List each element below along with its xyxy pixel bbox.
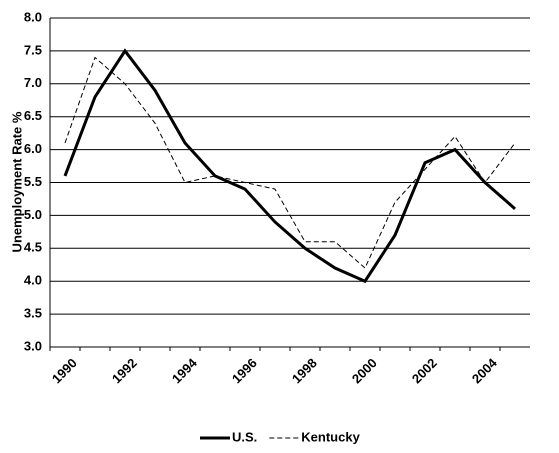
y-tick-label: 8.0 <box>24 9 42 24</box>
y-tick-label: 5.0 <box>24 207 42 222</box>
legend-label: U.S. <box>232 429 257 444</box>
y-tick-label: 4.5 <box>24 240 42 255</box>
y-axis-title: Unemployment Rate % <box>9 111 24 252</box>
y-tick-label: 7.0 <box>24 75 42 90</box>
x-tick-label: 1996 <box>229 355 260 386</box>
x-tick-label: 1998 <box>289 355 320 386</box>
x-tick-label: 2000 <box>349 355 380 386</box>
y-tick-label: 3.5 <box>24 306 42 321</box>
y-tick-label: 3.0 <box>24 338 42 353</box>
x-tick-label: 1992 <box>109 355 140 386</box>
y-tick-label: 6.0 <box>24 141 42 156</box>
y-tick-label: 7.5 <box>24 42 42 57</box>
x-tick-label: 2004 <box>469 355 501 387</box>
legend-label: Kentucky <box>301 429 360 444</box>
data-line <box>64 56 516 269</box>
x-tick-label: 1994 <box>169 355 201 387</box>
y-tick-label: 6.5 <box>24 108 42 123</box>
x-tick-label: 2002 <box>409 355 440 386</box>
x-tick-label: 1990 <box>49 355 80 386</box>
y-tick-label: 5.5 <box>24 174 42 189</box>
y-tick-label: 4.0 <box>24 273 42 288</box>
data-line <box>63 48 516 284</box>
